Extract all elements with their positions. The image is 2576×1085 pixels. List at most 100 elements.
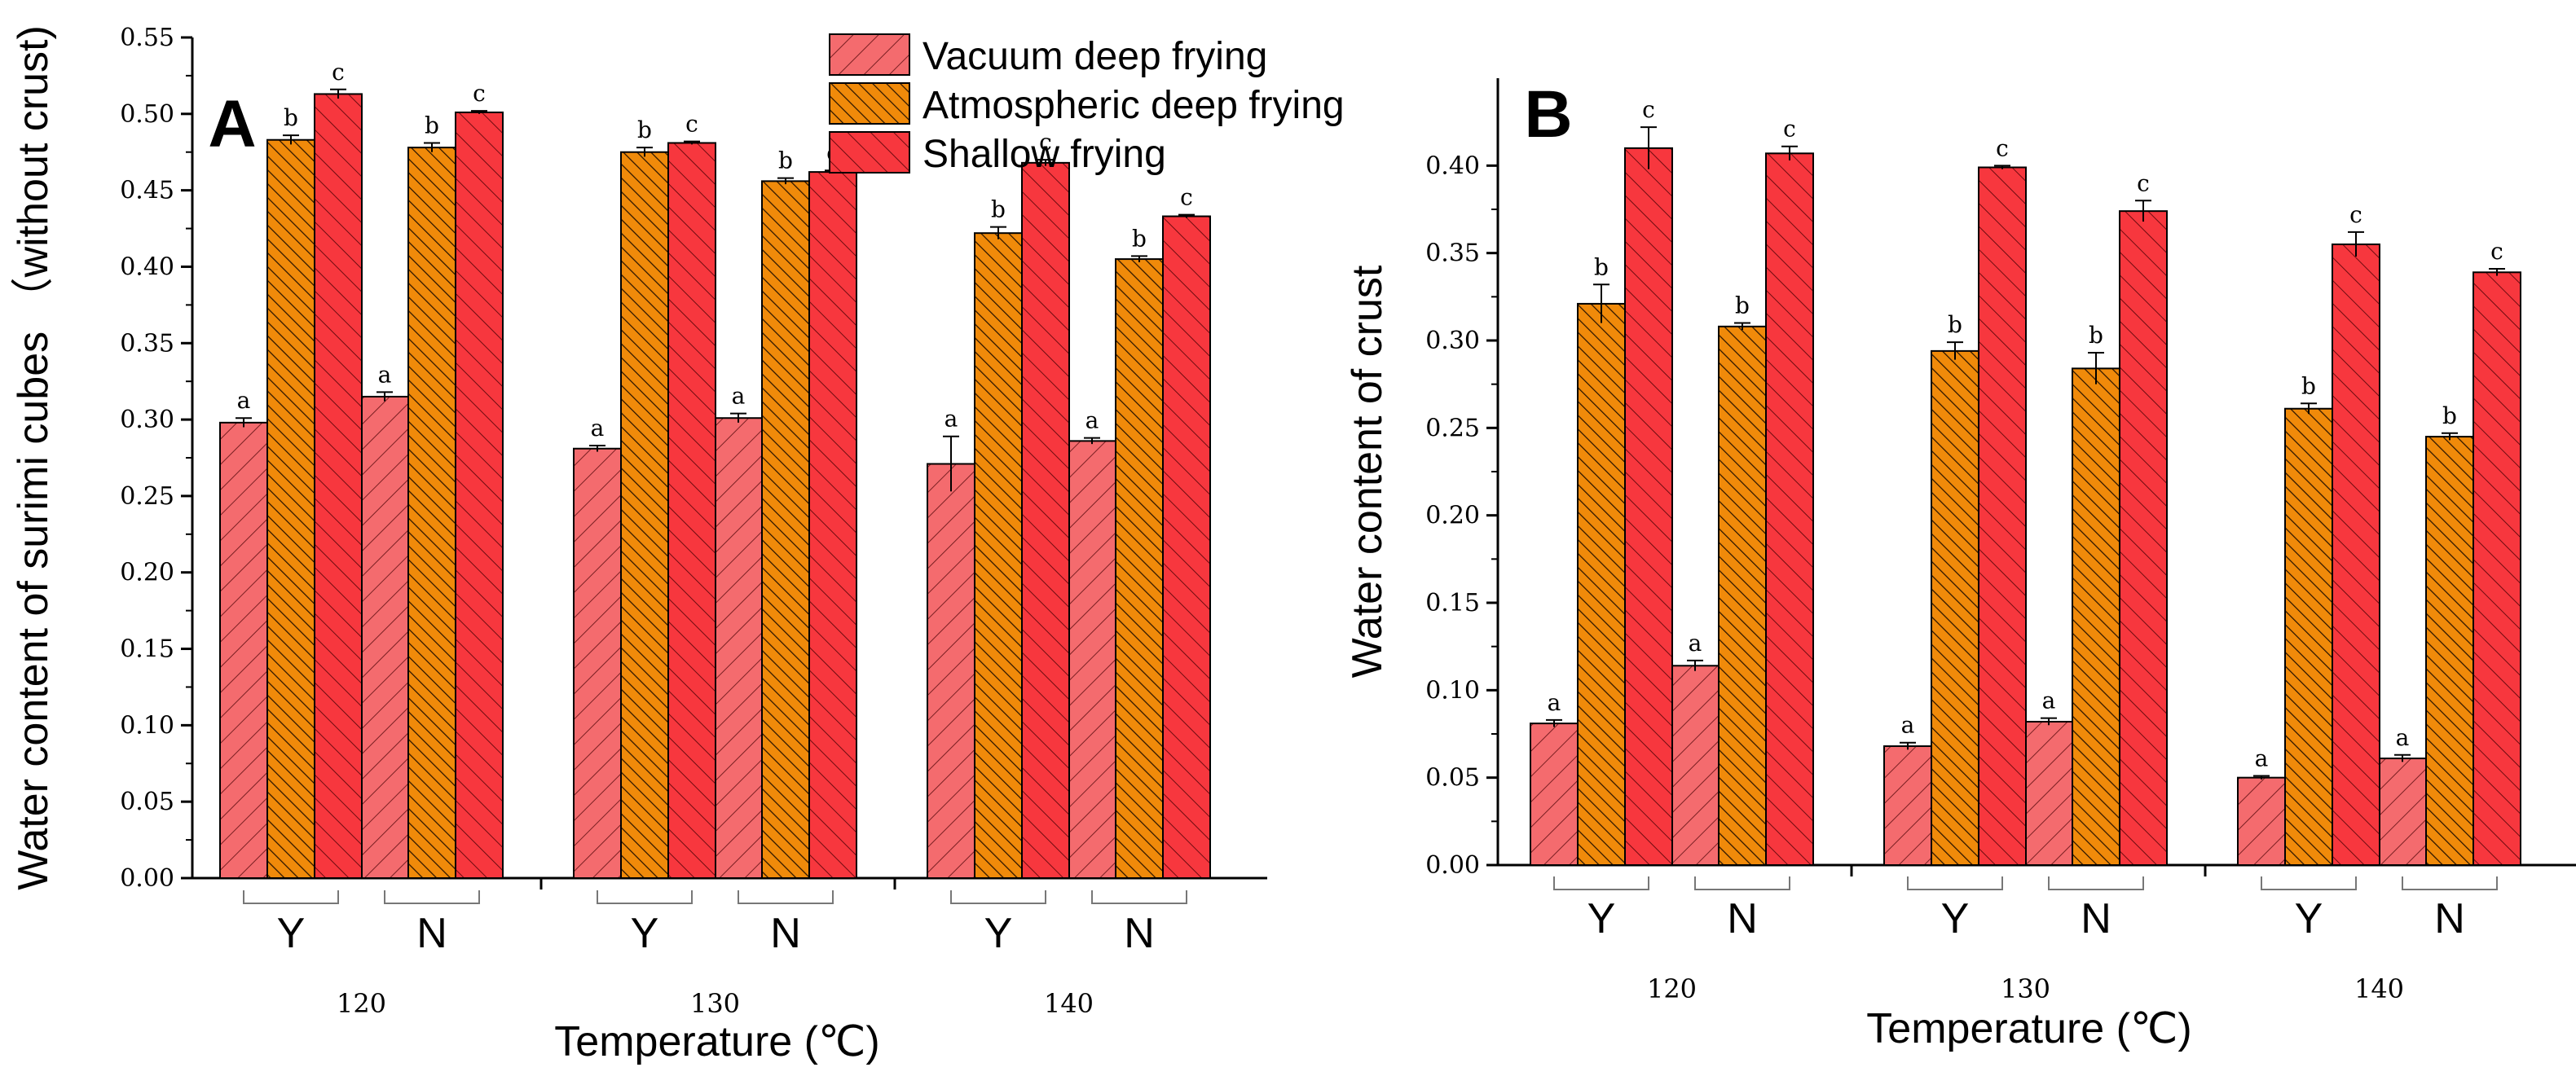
panel-a-significance-letter: c xyxy=(332,59,345,86)
panel-b-subgroup-bracket xyxy=(1907,876,2003,890)
panel-a-group-label: 140 xyxy=(1044,988,1094,1019)
panel-a-y-axis-title: Water content of surimi cubes （without c… xyxy=(10,25,57,890)
panel-a-significance-letter: c xyxy=(685,111,698,138)
panel-a-significance-letter: b xyxy=(425,112,439,138)
panel-b-y-tick-label: 0.05 xyxy=(1425,764,1480,793)
panel-b-y-tick-label: 0.30 xyxy=(1425,327,1480,355)
panel-a-group-label: 130 xyxy=(690,988,740,1019)
panel-a-significance-letter: a xyxy=(591,415,605,441)
panel-a-chart: 0.00 0.05 0.10 0.15 0.20 0.25 0.30 0.35 0.40 0.45… xyxy=(10,24,1267,1065)
panel-b-significance-letter: c xyxy=(1996,134,2009,161)
panel-b-significance-letter: c xyxy=(2349,201,2362,228)
panel-a-significance-letter: a xyxy=(945,406,958,433)
panel-b-chart: 0.00 0.05 0.10 0.15 0.20 0.25 0.30 0.35 0.40 a a a a… xyxy=(1344,77,2576,1052)
panel-b-significance-letter: c xyxy=(1642,96,1655,123)
panel-a-letter: A xyxy=(208,87,256,161)
panel-a-significance-letter: c xyxy=(1039,129,1052,156)
panel-a-subgroup-bracket xyxy=(950,890,1046,904)
legend-label-vacuum: Vacuum deep frying xyxy=(923,35,1267,78)
panel-a-bar-shallow xyxy=(1021,161,1070,879)
panel-b-subgroup-label: Y xyxy=(1587,895,1616,942)
panel-a-bar-atmospheric xyxy=(620,151,669,879)
panel-a-bar-atmospheric xyxy=(1115,258,1164,879)
panel-a-subgroup-bracket xyxy=(1091,890,1187,904)
panel-b-bar-atmospheric xyxy=(2425,436,2474,866)
panel-a-significance-letter: c xyxy=(473,80,486,107)
panel-b-bar-shallow xyxy=(2332,243,2380,866)
panel-b-x-axis-title: Temperature (℃) xyxy=(1866,1005,2191,1052)
panel-a-subgroup-bracket xyxy=(243,890,339,904)
panel-a-y-tick-label: 0.25 xyxy=(120,482,174,511)
panel-a-bar-atmospheric xyxy=(266,138,315,879)
legend-swatch-atmospheric xyxy=(829,82,910,125)
panel-b-significance-letter: c xyxy=(2490,238,2503,265)
panel-a-subgroup-label: Y xyxy=(984,910,1013,957)
panel-a-subgroup-label: N xyxy=(770,910,801,957)
panel-a-bar-vacuum xyxy=(573,447,622,879)
panel-b-significance-letter: c xyxy=(2137,169,2150,196)
panel-b-y-tick-label: 0.35 xyxy=(1425,239,1480,268)
panel-a-subgroup-bracket xyxy=(597,890,693,904)
panel-b-subgroup-bracket xyxy=(1553,876,1649,890)
panel-b-y-tick-label: 0.15 xyxy=(1425,589,1480,617)
panel-a-subgroup-bracket xyxy=(384,890,480,904)
panel-a-significance-letter: a xyxy=(732,383,746,410)
panel-a-y-tick-label: 0.40 xyxy=(120,253,174,281)
panel-a-significance-letter: b xyxy=(284,104,298,131)
panel-a-bar-shallow xyxy=(808,171,857,879)
panel-a-bar-vacuum xyxy=(927,463,975,879)
panel-a-significance-letter: a xyxy=(1085,407,1099,434)
panel-b-subgroup-bracket xyxy=(2402,876,2498,890)
panel-a-y-tick-label: 0.55 xyxy=(120,24,174,52)
panel-b-subgroup-bracket xyxy=(2261,876,2357,890)
panel-a-y-tick-label: 0.10 xyxy=(120,711,174,740)
panel-b-y-axis-title: Water content of crust xyxy=(1344,265,1391,678)
panel-a-bar-vacuum xyxy=(360,395,409,880)
panel-a-subgroup-label: N xyxy=(416,910,447,957)
panel-b-subgroup-label: N xyxy=(2081,895,2111,942)
panel-b-subgroup-bracket xyxy=(1694,876,1790,890)
panel-b-subgroup-label: Y xyxy=(2295,895,2323,942)
legend-label-shallow: Shallow frying xyxy=(923,133,1166,176)
panel-b-subgroup-bracket xyxy=(2048,876,2144,890)
panel-b-bar-vacuum xyxy=(1883,745,1932,866)
panel-a-significance-letter: a xyxy=(378,361,392,388)
panel-a-bar-shallow xyxy=(455,111,504,879)
panel-b-y-tick-label: 0.00 xyxy=(1425,851,1480,880)
panel-b-bar-shallow xyxy=(2119,210,2168,866)
panel-b-group-label: 120 xyxy=(1647,973,1697,1004)
panel-b-significance-letter: a xyxy=(2396,724,2410,751)
panel-a-significance-letter: a xyxy=(237,387,251,414)
panel-b-significance-letter: c xyxy=(1783,116,1796,143)
panel-b-y-tick-label: 0.25 xyxy=(1425,414,1480,442)
panel-b-significance-letter: a xyxy=(2042,687,2056,714)
panel-a-y-tick-label: 0.15 xyxy=(120,635,174,664)
panel-a-significance-letter: b xyxy=(637,116,652,143)
panel-b-significance-letter: b xyxy=(2301,372,2316,399)
panel-a-bar-vacuum xyxy=(219,421,268,879)
panel-b-bar-shallow xyxy=(1624,147,1673,867)
panel-b-bar-vacuum xyxy=(1530,723,1579,866)
panel-a-subgroup-label: N xyxy=(1124,910,1155,957)
legend: Vacuum deep frying Atmospheric deep fryi… xyxy=(829,33,1345,176)
legend-swatch-shallow xyxy=(829,131,910,174)
panel-a-bar-atmospheric xyxy=(974,232,1023,879)
panel-a-bar-shallow xyxy=(314,93,363,879)
panel-b-bar-shallow xyxy=(2473,271,2521,866)
panel-b-bar-vacuum xyxy=(2378,758,2427,867)
panel-b-bar-vacuum xyxy=(2237,776,2286,867)
panel-b-y-tick-label: 0.10 xyxy=(1425,676,1480,705)
panel-b-subgroup-label: N xyxy=(1727,895,1758,942)
panel-a-bar-vacuum xyxy=(1068,440,1116,879)
panel-a-bar-vacuum xyxy=(714,417,763,879)
panel-a-subgroup-label: Y xyxy=(631,910,659,957)
panel-b-bar-atmospheric xyxy=(1718,325,1767,866)
panel-a-group-label: 120 xyxy=(337,988,386,1019)
panel-a-y-tick-label: 0.30 xyxy=(120,406,174,434)
panel-b-bar-atmospheric xyxy=(2072,367,2120,866)
panel-b-bar-atmospheric xyxy=(1577,302,1626,867)
panel-b-significance-letter: a xyxy=(1901,712,1915,739)
panel-b-subgroup-label: Y xyxy=(1941,895,1970,942)
panel-b-group-label: 140 xyxy=(2354,973,2404,1004)
